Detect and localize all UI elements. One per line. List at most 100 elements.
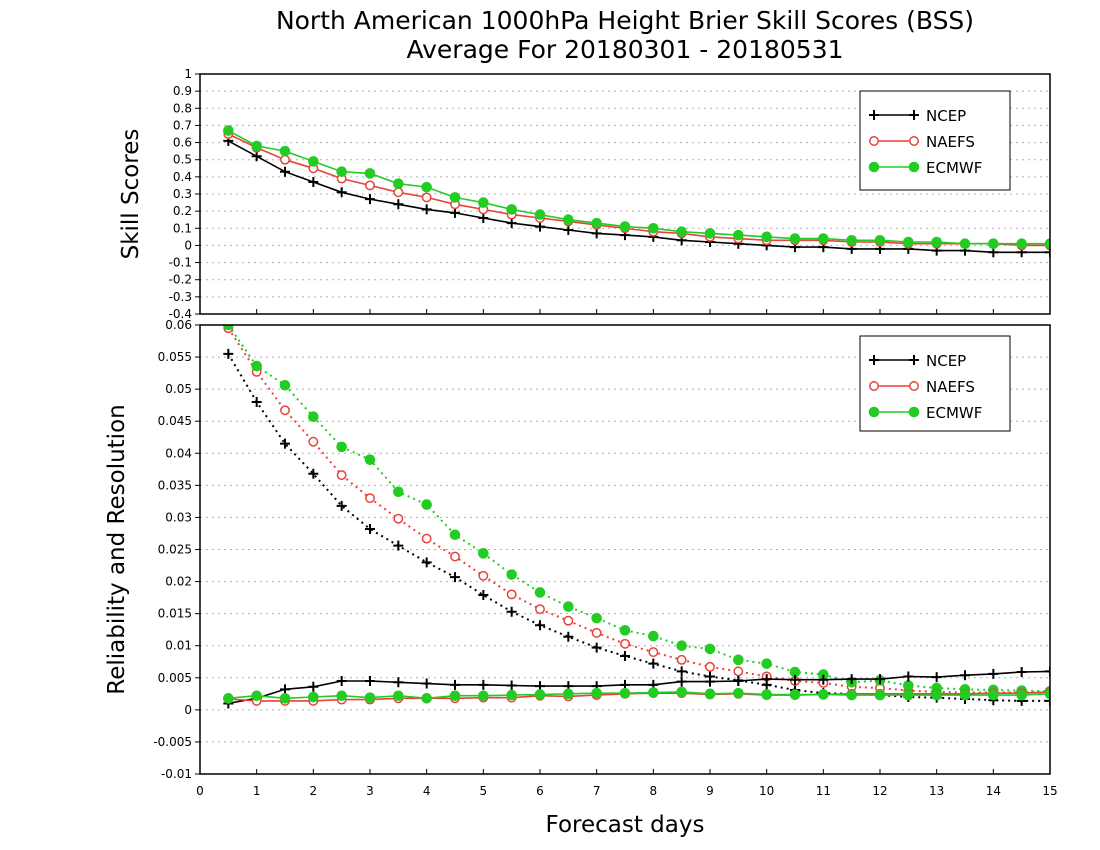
y-tick-label: 0.7 [173,118,192,132]
data-point-ecmwf [506,689,517,701]
plot-frame [199,73,1051,315]
data-point-ecmwf [336,441,347,453]
data-point-ncep [478,679,489,690]
data-point-ecmwf [648,630,659,642]
y-tick-label: -0.4 [169,307,192,321]
data-point-ecmwf [279,145,291,157]
data-point-ecmwf [393,690,404,702]
data-point-ecmwf [449,690,461,702]
legend-label-naefs: NAEFS [926,133,975,151]
data-point-ncep [336,500,347,511]
y-tick-label: 0 [184,703,192,717]
data-point-ecmwf [478,548,489,559]
data-point-ncep [365,675,375,686]
plot-frame [199,324,1051,775]
x-tick-label: 11 [816,784,831,798]
legend-marker-ncep [909,110,919,120]
data-point-ncep [421,204,432,215]
legend-marker-ncep [869,110,879,120]
data-point-ecmwf [733,229,744,241]
data-point-ecmwf [308,691,319,703]
data-point-ecmwf [279,379,291,391]
data-point-ecmwf [591,687,602,699]
data-point-ecmwf [846,689,857,701]
data-point-ecmwf [761,231,772,243]
data-point-ncep [931,672,942,683]
data-point-ncep [336,187,347,198]
data-point-ncep [563,631,574,642]
y-tick-label: 0.035 [158,478,192,492]
data-point-ecmwf [704,228,716,239]
data-point-ecmwf [648,222,659,234]
data-point-naefs [535,604,545,615]
data-point-ecmwf [563,214,574,226]
y-tick-label: 0.05 [165,382,192,396]
data-point-ncep [393,540,404,551]
data-point-ncep [676,666,687,677]
legend-box [859,335,1011,432]
data-point-ncep [251,396,262,407]
data-point-ecmwf [421,181,432,193]
data-point-ecmwf [1016,238,1027,250]
y-tick-label: 0.8 [173,101,192,115]
legend-label-ecmwf: ECMWF [926,159,982,177]
x-axis-title: Forecast days [546,812,705,838]
data-point-ncep [676,676,687,687]
data-point-ecmwf [279,693,291,704]
data-point-ncep [308,177,319,187]
x-tick-label: 13 [929,784,944,798]
data-point-ecmwf [393,486,404,498]
series-line-ecmwf-solid [228,691,1050,700]
data-point-ecmwf [591,217,602,229]
data-point-ecmwf [676,640,687,652]
data-point-ecmwf [506,569,517,580]
data-point-ecmwf [336,690,347,702]
data-point-ecmwf [988,689,999,701]
data-point-naefs [421,533,432,544]
y-tick-label: 0.1 [173,221,192,235]
data-point-naefs [365,493,375,504]
data-point-ecmwf [421,499,432,510]
chart-title: North American 1000hPa Height Brier Skil… [276,6,974,35]
data-point-ecmwf [874,689,886,701]
data-point-naefs [280,405,290,416]
data-point-naefs [478,570,489,581]
y-tick-label: 0.6 [173,136,192,150]
y-tick-label: 0.03 [165,510,192,524]
data-point-ecmwf [789,233,801,244]
data-point-ecmwf [364,454,376,466]
data-point-ecmwf [959,238,971,250]
data-point-ncep [903,671,914,682]
y-tick-label: 0.04 [165,446,192,460]
data-point-ncep [1045,247,1050,258]
data-point-ncep [280,684,290,695]
chart-subtitle: Average For 20180301 - 20180531 [406,35,843,64]
data-point-ncep [280,438,290,449]
legend-marker-ecmwf [868,406,880,418]
y-tick-label: 0.2 [173,204,192,218]
data-point-ncep [875,674,885,685]
legend-marker-ecmwf [908,406,920,418]
data-point-naefs [393,187,404,198]
data-point-ecmwf [534,689,546,700]
legend-marker-naefs [909,381,919,391]
data-point-ncep [336,675,347,686]
data-point-ncep [478,213,489,223]
x-tick-label: 10 [759,784,774,798]
data-point-ecmwf [421,693,432,704]
data-point-ncep [393,677,404,688]
data-point-ncep [365,194,375,205]
data-point-ecmwf [903,680,914,691]
x-tick-label: 12 [872,784,887,798]
data-point-ncep [620,650,630,661]
data-point-naefs [705,661,715,672]
data-point-ncep [1045,666,1050,677]
data-point-ncep [308,468,319,479]
data-point-ecmwf [223,125,234,136]
y-tick-label: 0.015 [158,607,192,621]
data-point-ncep [591,642,602,653]
x-tick-label: 15 [1042,784,1057,798]
data-point-ecmwf [251,690,262,702]
data-point-ecmwf [308,156,319,167]
data-point-ecmwf [251,360,262,372]
